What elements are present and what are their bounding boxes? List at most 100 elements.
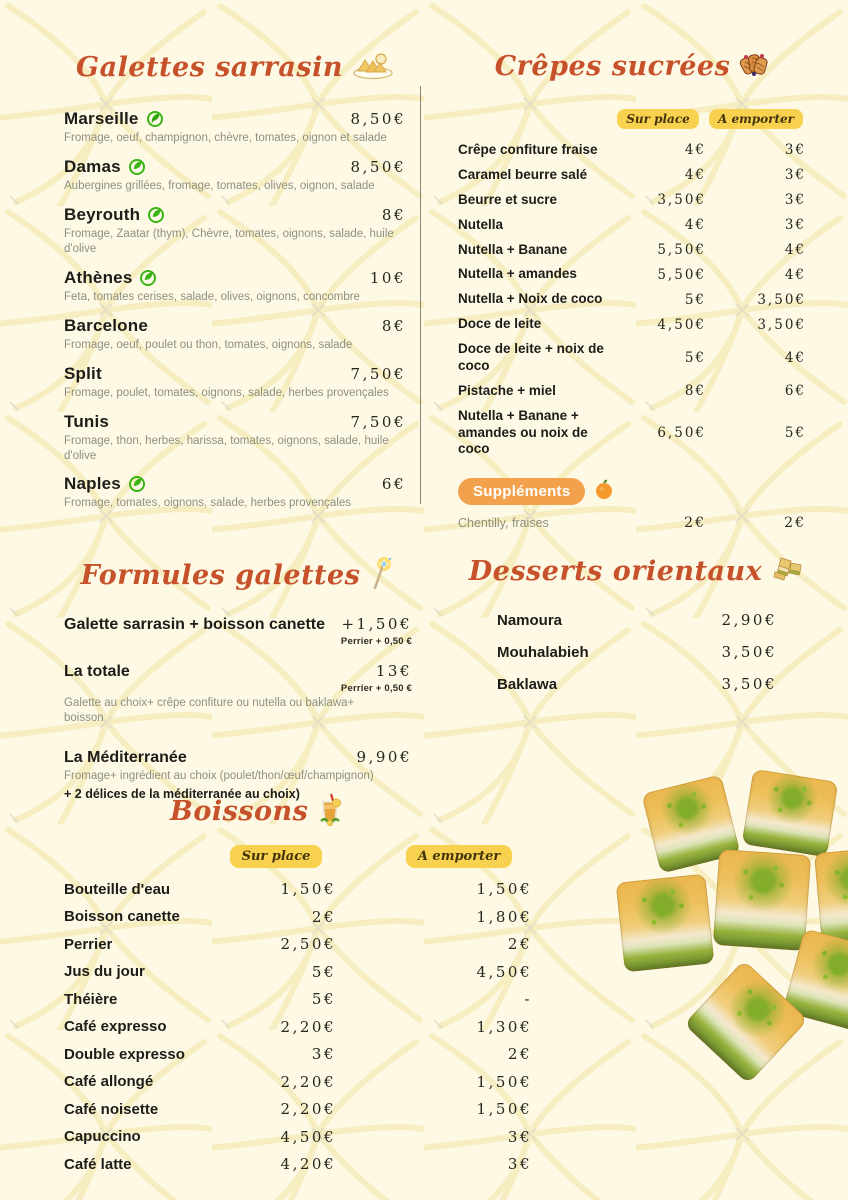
- price-a-emporter: 3,50€: [757, 291, 806, 308]
- price-sur-place: 6,50€: [657, 424, 706, 441]
- menu-row: Café noisette 2,20€ 1,50€: [64, 1100, 532, 1118]
- price-sur-place: 5€: [311, 990, 336, 1008]
- formule-item: Galette sarrasin + boisson canette +1,50…: [64, 615, 412, 647]
- menu-row: Perrier 2,50€ 2€: [64, 935, 532, 953]
- price-sur-place: 4€: [684, 142, 706, 159]
- price-column-headers: Sur place A emporter: [458, 109, 806, 129]
- item-name: La Méditerranée: [64, 748, 187, 766]
- menu-row: Crêpe confiture fraise 4€ 3€: [458, 142, 806, 159]
- menu-row: Bouteille d'eau 1,50€ 1,50€: [64, 880, 532, 898]
- item-name: Théière: [64, 990, 118, 1008]
- price-sur-place: 5,50€: [657, 266, 706, 283]
- price-a-emporter: 2€: [784, 515, 806, 532]
- supplements-row: Chentilly, fraises 2€ 2€: [458, 515, 806, 531]
- price-a-emporter: 6€: [784, 383, 806, 400]
- section-desserts-orientaux: Desserts orientaux Namoura 2,90€ Mouhalab…: [469, 556, 802, 707]
- item-name: Beyrouth: [64, 204, 141, 224]
- item-name: Nutella + Banane + amandes ou noix de co…: [458, 407, 588, 457]
- item-price: 8€: [381, 316, 406, 335]
- menu-row: Namoura 2,90€: [497, 611, 777, 629]
- item-description: Fromage, thon, herbes, harissa, tomates,…: [64, 434, 389, 462]
- item-description: Fromage+ ingrédient au choix (poulet/tho…: [64, 770, 374, 783]
- price-note: Perrier + 0,50 €: [340, 683, 412, 694]
- price-sur-place: 2,50€: [280, 935, 336, 953]
- item-name: Bouteille d'eau: [64, 880, 171, 898]
- item-price: 9,90€: [356, 747, 412, 766]
- tangerine-icon: [593, 478, 615, 505]
- item-name: Damas: [64, 156, 121, 176]
- item-name: Café expresso: [64, 1018, 167, 1035]
- item-name: Jus du jour: [64, 963, 145, 980]
- crepes-rolls-icon: [739, 50, 769, 83]
- column-divider: [420, 86, 421, 504]
- item-name: Crêpe confiture fraise: [458, 142, 598, 157]
- menu-item: Athènes 10€ Feta, tomates cerises, salad…: [64, 268, 406, 305]
- price-sur-place: 2,20€: [280, 1072, 336, 1091]
- menu-row: Mouhalabieh 3,50€: [497, 643, 777, 661]
- baklava-piece: [712, 848, 812, 952]
- item-name: Tunis: [64, 411, 110, 431]
- price-column-headers: Sur place A emporter: [64, 845, 532, 868]
- item-price: 2,90€: [721, 611, 777, 629]
- menu-item: Tunis 7,50€ Fromage, thon, herbes, haris…: [64, 412, 406, 464]
- price-sur-place: 3,50€: [657, 192, 706, 209]
- supplements-description: Chentilly, fraises: [458, 516, 549, 531]
- price-a-emporter: 1,80€: [476, 907, 532, 926]
- menu-row: Nutella + Noix de coco 5€ 3,50€: [458, 291, 806, 308]
- item-price: 3,50€: [721, 643, 777, 661]
- price-sur-place: 2,20€: [280, 1017, 336, 1036]
- item-name: Perrier: [64, 935, 113, 953]
- item-price: 7,50€: [350, 412, 406, 431]
- section-title: Galettes sarrasin: [76, 52, 343, 83]
- iced-drink-icon: [317, 792, 343, 831]
- price-sur-place: 4,50€: [280, 1127, 336, 1146]
- menu-row: Capuccino 4,50€ 3€: [64, 1128, 532, 1146]
- magic-wand-icon: [369, 556, 395, 595]
- sur-place-badge: Sur place: [617, 109, 699, 129]
- price-sur-place: 2,20€: [280, 1100, 336, 1118]
- price-a-emporter: 3€: [507, 1155, 532, 1173]
- price-sur-place: 2€: [311, 907, 336, 926]
- price-a-emporter: 2€: [507, 935, 532, 953]
- section-title: Desserts orientaux: [468, 556, 763, 587]
- price-sur-place: 3€: [311, 1045, 336, 1063]
- item-price: 10€: [369, 268, 406, 287]
- item-price: +1,50€: [341, 615, 412, 633]
- price-a-emporter: 4€: [784, 349, 806, 366]
- sur-place-badge: Sur place: [229, 845, 323, 868]
- item-name: Marseille: [64, 109, 139, 128]
- vegetarian-leaf-icon: [147, 206, 165, 224]
- menu-row: Double expresso 3€ 2€: [64, 1045, 532, 1063]
- menu-row: Nutella 4€ 3€: [458, 217, 806, 234]
- menu-item: Barcelone 8€ Fromage, oeuf, poulet ou th…: [64, 316, 406, 353]
- item-name: Nutella + amandes: [458, 266, 577, 282]
- item-name: Beurre et sucre: [458, 191, 558, 207]
- price-a-emporter: 4,50€: [476, 962, 532, 981]
- item-description-bold: + 2 délices de la méditerranée au choix): [64, 787, 300, 801]
- price-a-emporter: 1,50€: [476, 880, 532, 898]
- baklava-piece: [741, 768, 839, 858]
- item-name: Barcelone: [64, 315, 149, 335]
- price-a-emporter: 4€: [784, 266, 806, 283]
- menu-item: Beyrouth 8€ Fromage, Zaatar (thym), Chèv…: [64, 205, 406, 257]
- item-name: Double expresso: [64, 1045, 185, 1063]
- menu-row: Baklawa 3,50€: [497, 675, 777, 693]
- item-description: Fromage, Zaatar (thym), Chèvre, tomates,…: [64, 227, 394, 255]
- price-a-emporter: 5€: [784, 424, 806, 441]
- price-sur-place: 5,50€: [657, 241, 706, 258]
- price-sur-place: 4€: [684, 217, 706, 234]
- menu-row: Beurre et sucre 3,50€ 3€: [458, 192, 806, 209]
- item-name: Nutella + Noix de coco: [458, 291, 603, 307]
- menu-row: Nutella + Banane 5,50€ 4€: [458, 242, 806, 259]
- price-sur-place: 4€: [684, 167, 706, 184]
- price-sur-place: 2€: [684, 515, 706, 532]
- supplements-header: Suppléments: [458, 478, 806, 506]
- item-name: Café allongé: [64, 1073, 154, 1090]
- price-a-emporter: 3€: [784, 167, 806, 184]
- item-name: Doce de leite: [458, 316, 542, 332]
- price-sur-place: 1,50€: [280, 880, 336, 898]
- a-emporter-badge: A emporter: [405, 845, 513, 868]
- item-name: Split: [64, 363, 102, 383]
- price-a-emporter: 1,30€: [476, 1017, 532, 1036]
- item-name: Café latte: [64, 1155, 132, 1173]
